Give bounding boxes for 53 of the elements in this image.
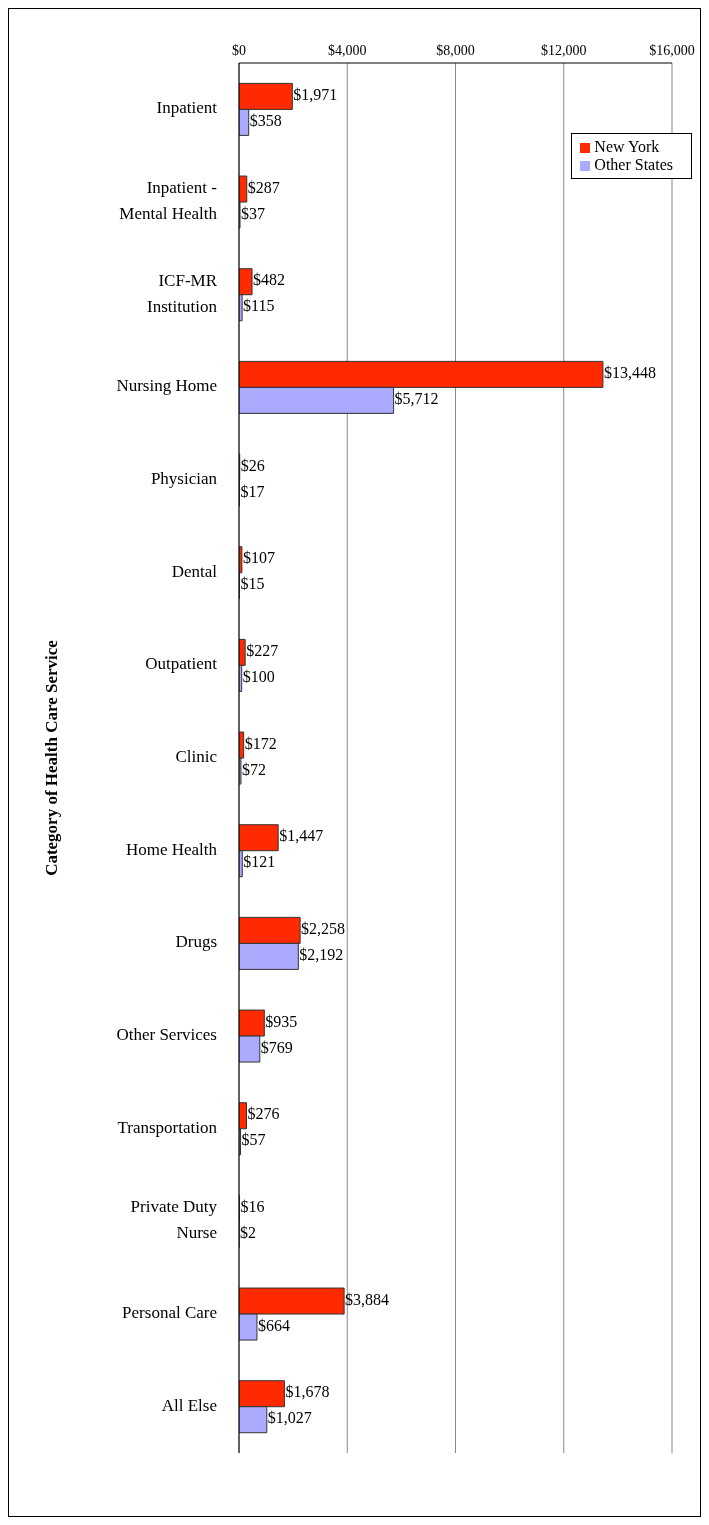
y-tick-label: Other Services: [116, 1024, 217, 1044]
y-tick-label: Dental: [171, 561, 218, 581]
data-label: $15: [240, 575, 265, 593]
y-tick-label: Personal Care: [122, 1302, 217, 1322]
data-label: $2,258: [301, 920, 346, 938]
y-tick-label: ICF-MR Institution: [147, 270, 218, 316]
data-label: $1,447: [279, 827, 324, 845]
x-tick-label: $0: [232, 43, 246, 58]
data-label: $935: [265, 1012, 298, 1030]
data-label: $2: [240, 1224, 257, 1242]
data-label: $276: [247, 1105, 280, 1123]
y-tick-label: Nursing Home: [116, 376, 217, 396]
x-tick-label: $12,000: [541, 43, 587, 58]
data-label: $1,678: [285, 1383, 330, 1401]
y-axis-title: Category of Health Care Service: [42, 639, 62, 876]
y-tick-label: Transportation: [117, 1117, 218, 1137]
data-label: $664: [257, 1316, 290, 1334]
y-tick-label: Home Health: [125, 839, 218, 859]
y-tick-label: Outpatient: [145, 654, 218, 674]
data-label: $107: [242, 549, 275, 567]
data-label: $482: [253, 271, 286, 289]
data-label: $1,027: [267, 1409, 312, 1427]
y-tick-label: Inpatient - Mental Health: [119, 177, 218, 223]
data-label: $172: [244, 734, 277, 752]
x-tick-label: $4,000: [328, 43, 367, 58]
y-tick-label: All Else: [161, 1395, 217, 1415]
data-label: $115: [243, 297, 275, 315]
data-label: $1,971: [293, 86, 338, 104]
x-tick-label: $16,000: [649, 43, 695, 58]
data-label: $287: [247, 178, 280, 196]
data-label: $121: [243, 853, 276, 871]
data-label: $100: [242, 668, 275, 686]
x-tick-label: $8,000: [436, 43, 475, 58]
y-tick-label: Clinic: [175, 746, 218, 766]
data-label: $358: [249, 112, 282, 130]
data-label: $26: [240, 456, 265, 474]
y-tick-label: Physician: [150, 468, 218, 488]
data-label: $72: [241, 760, 266, 778]
legend-label: Other States: [594, 156, 673, 173]
y-tick-label: Private Duty Nurse: [130, 1197, 218, 1243]
data-label: $3,884: [345, 1290, 390, 1308]
data-label: $16: [240, 1198, 265, 1216]
data-label: $5,712: [394, 390, 439, 408]
legend-label: New York: [594, 138, 660, 155]
data-label: $57: [241, 1131, 266, 1149]
data-label: $227: [246, 642, 279, 660]
data-label: $13,448: [603, 364, 656, 382]
data-label: $2,192: [299, 946, 344, 964]
y-tick-label: Drugs: [175, 932, 217, 952]
data-label: $769: [260, 1038, 293, 1056]
data-label: $37: [241, 204, 265, 222]
y-tick-label: Inpatient: [156, 98, 218, 118]
data-label: $17: [240, 482, 265, 500]
